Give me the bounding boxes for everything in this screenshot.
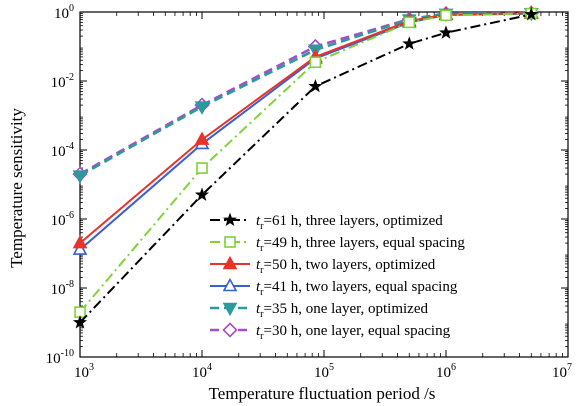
legend-marker <box>222 322 238 338</box>
legend-marker <box>222 255 238 270</box>
data-point <box>72 241 88 255</box>
series-line <box>79 11 532 177</box>
data-point <box>524 7 539 21</box>
y-tick-label: 10-6 <box>51 210 74 229</box>
series-3 <box>72 5 539 249</box>
data-point <box>438 25 454 39</box>
legend-entry: tr=30 h, one layer, equal spacing <box>210 322 451 342</box>
legend-entry: tr=61 h, three layers, optimized <box>210 212 443 232</box>
series-line <box>79 11 532 176</box>
legend-entry: tr=50 h, two layers, optimized <box>210 255 436 276</box>
series-6 <box>72 5 539 182</box>
data-point <box>196 162 208 174</box>
y-axis-label: Temperature sensitivity <box>7 108 26 268</box>
legend-entry: tr=49 h, three layers, equal spacing <box>210 235 465 254</box>
legend-label: tr=61 h, three layers, optimized <box>256 213 443 232</box>
data-point <box>402 36 417 50</box>
series-1 <box>72 7 539 329</box>
data-point <box>309 56 322 69</box>
y-tick-label: 10-4 <box>51 141 74 160</box>
legend-marker <box>222 212 238 226</box>
legend-marker <box>224 236 236 248</box>
series-lines <box>72 5 539 329</box>
x-tick-label: 104 <box>192 362 212 381</box>
legend-entry: tr=35 h, one layer, optimized <box>210 301 428 320</box>
x-tick-label: 106 <box>436 362 456 381</box>
series-line <box>79 13 532 324</box>
data-point <box>403 16 416 29</box>
data-point <box>194 101 210 115</box>
data-point <box>72 170 88 184</box>
data-point <box>194 131 210 145</box>
y-tick-label: 10-2 <box>51 72 74 91</box>
x-tick-label: 107 <box>552 362 572 381</box>
legend-marker <box>222 302 238 317</box>
legend-marker <box>222 277 238 292</box>
data-point <box>72 234 88 249</box>
legend-label: tr=35 h, one layer, optimized <box>256 301 428 320</box>
legend: tr=61 h, three layers, optimized tr=49 h,… <box>210 212 465 342</box>
x-tick-label: 103 <box>74 362 94 381</box>
x-axis-label: Temperature fluctuation period /s <box>209 384 436 403</box>
data-point <box>194 187 210 201</box>
series-line <box>79 12 532 313</box>
y-tick-label: 10-10 <box>46 348 74 367</box>
legend-label: tr=30 h, one layer, equal spacing <box>256 323 451 342</box>
legend-entry: tr=41 h, two layers, equal spacing <box>210 277 458 298</box>
x-tick-label: 105 <box>314 362 334 381</box>
data-point <box>308 78 323 93</box>
y-tick-label: 100 <box>54 3 74 22</box>
legend-label: tr=49 h, three layers, equal spacing <box>256 235 465 254</box>
data-point <box>72 315 88 329</box>
y-tick-label: 10-8 <box>51 279 74 298</box>
axes: 103 104 105 106 107 10-10 10-8 10-6 10-4 10-2 100 <box>46 3 572 381</box>
series-line <box>79 12 532 244</box>
data-point <box>440 9 452 22</box>
legend-label: tr=50 h, two layers, optimized <box>256 257 436 276</box>
legend-label: tr=41 h, two layers, equal spacing <box>256 279 458 298</box>
